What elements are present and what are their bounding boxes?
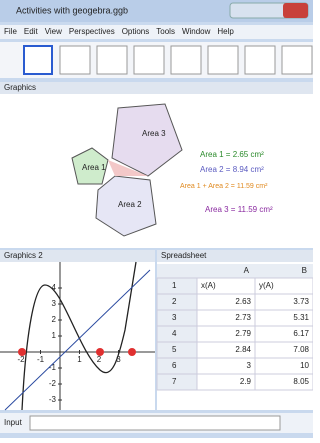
cell-text: 2.73 bbox=[235, 313, 251, 322]
tool-line[interactable] bbox=[97, 46, 127, 74]
tool-circle[interactable] bbox=[208, 46, 238, 74]
menu-item[interactable]: Help bbox=[217, 27, 234, 36]
page: Activities with geogebra.ggb File Edit Vie… bbox=[0, 0, 313, 438]
area-note: Area 1 + Area 2 = 11.59 cm² bbox=[180, 183, 268, 190]
row-header bbox=[157, 326, 197, 342]
tool-angle[interactable] bbox=[282, 46, 312, 74]
row-number: 4 bbox=[172, 329, 177, 338]
area-label: Area 3 bbox=[142, 129, 166, 138]
area-label: Area 2 bbox=[118, 200, 142, 209]
row-header bbox=[157, 278, 197, 294]
area-note: Area 2 = 8.94 cm² bbox=[200, 165, 264, 174]
menu-item[interactable]: Tools bbox=[156, 27, 175, 36]
tool-point[interactable] bbox=[60, 46, 90, 74]
input-label: Input bbox=[4, 418, 23, 427]
cell-text: 8.05 bbox=[293, 377, 309, 386]
root-point bbox=[18, 348, 26, 356]
y-tick-label: -2 bbox=[49, 379, 57, 388]
graphics2-title: Graphics 2 bbox=[4, 251, 43, 260]
row-header bbox=[157, 358, 197, 374]
graphics-header bbox=[0, 82, 313, 94]
row-number: 7 bbox=[172, 377, 177, 386]
menu-item[interactable]: Perspectives bbox=[69, 27, 115, 36]
cell-text: 10 bbox=[300, 361, 309, 370]
row-number: 2 bbox=[172, 297, 177, 306]
cell-text: 5.31 bbox=[293, 313, 309, 322]
close-button[interactable] bbox=[283, 3, 308, 18]
row-header bbox=[157, 294, 197, 310]
row-number: 5 bbox=[172, 345, 177, 354]
column-header-bar bbox=[157, 264, 313, 278]
x-tick-label: 1 bbox=[77, 355, 82, 364]
graphics-title: Graphics bbox=[4, 83, 36, 92]
cell-text: y(A) bbox=[259, 281, 274, 290]
tool-move[interactable] bbox=[24, 46, 52, 74]
window-title: Activities with geogebra.ggb bbox=[16, 5, 128, 15]
x-tick-label: -1 bbox=[37, 355, 45, 364]
y-tick-label: 2 bbox=[52, 315, 57, 324]
y-tick-label: -3 bbox=[49, 395, 57, 404]
x-tick-label: 2 bbox=[97, 355, 102, 364]
spreadsheet-title: Spreadsheet bbox=[161, 251, 207, 260]
area-note: Area 3 = 11.59 cm² bbox=[205, 205, 273, 214]
row-number: 6 bbox=[172, 361, 177, 370]
area-label: Area 1 bbox=[82, 163, 106, 172]
tool-perpendicular[interactable] bbox=[134, 46, 164, 74]
cell-text: x(A) bbox=[201, 281, 216, 290]
cell-text: 3.73 bbox=[293, 297, 309, 306]
menu-item[interactable]: Options bbox=[122, 27, 150, 36]
input-field[interactable] bbox=[30, 416, 280, 430]
root-point bbox=[128, 348, 136, 356]
cell-text: 2.79 bbox=[235, 329, 251, 338]
cell-text: 3 bbox=[247, 361, 252, 370]
area-note: Area 1 = 2.65 cm² bbox=[200, 150, 264, 159]
y-tick-label: 1 bbox=[52, 331, 57, 340]
column-header[interactable]: A bbox=[244, 266, 250, 275]
row-header bbox=[157, 374, 197, 390]
menu-item[interactable]: File bbox=[4, 27, 17, 36]
menu-item[interactable]: View bbox=[45, 27, 62, 36]
column-header[interactable]: B bbox=[302, 266, 307, 275]
root-point bbox=[96, 348, 104, 356]
menu-item[interactable]: Edit bbox=[24, 27, 39, 36]
y-tick-label: 3 bbox=[52, 299, 57, 308]
tool-conic[interactable] bbox=[245, 46, 275, 74]
cell-text: 7.08 bbox=[293, 345, 309, 354]
cell-text: 6.17 bbox=[293, 329, 309, 338]
x-tick-label: -2 bbox=[17, 355, 25, 364]
row-number: 3 bbox=[172, 313, 177, 322]
cell-text: 2.84 bbox=[235, 345, 251, 354]
row-number: 1 bbox=[172, 281, 177, 290]
cell-text: 2.9 bbox=[240, 377, 252, 386]
row-header bbox=[157, 342, 197, 358]
menu-item[interactable]: Window bbox=[182, 27, 211, 36]
row-header bbox=[157, 310, 197, 326]
geogebra-window: Activities with geogebra.ggb File Edit Vie… bbox=[0, 0, 313, 438]
tool-polygon[interactable] bbox=[171, 46, 201, 74]
cell-text: 2.63 bbox=[235, 297, 251, 306]
